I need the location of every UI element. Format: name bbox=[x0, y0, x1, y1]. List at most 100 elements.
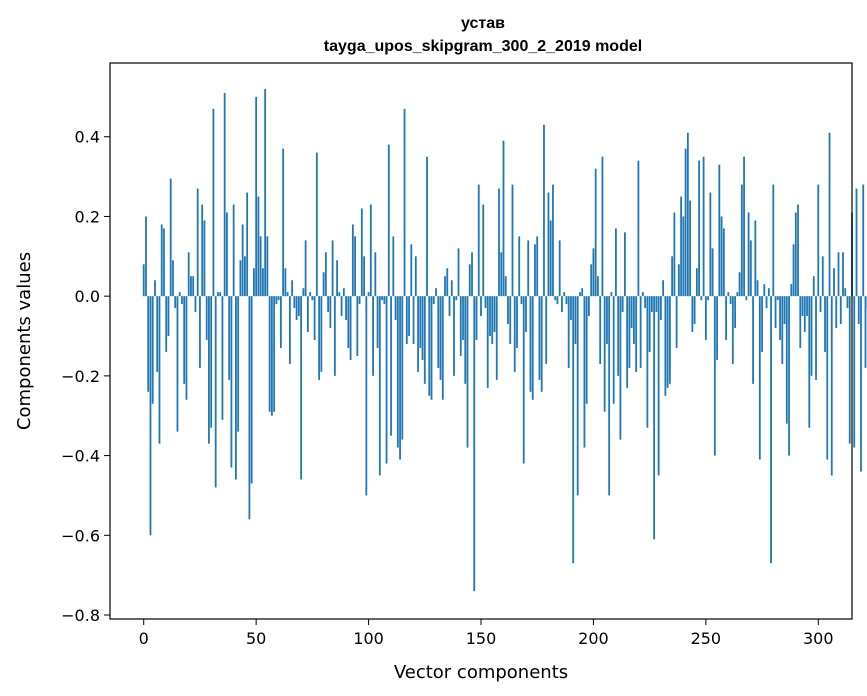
bar-279 bbox=[770, 296, 772, 564]
bar-196 bbox=[583, 296, 586, 448]
bar-206 bbox=[606, 296, 608, 344]
bar-299 bbox=[815, 296, 817, 380]
bar-178 bbox=[543, 124, 545, 297]
bar-261 bbox=[729, 296, 732, 305]
bar-11 bbox=[167, 296, 170, 337]
bar-229 bbox=[657, 296, 660, 476]
bar-278 bbox=[767, 288, 770, 297]
y-tick-label: −0.8 bbox=[61, 606, 100, 625]
bar-257 bbox=[720, 216, 723, 297]
bar-188 bbox=[565, 296, 568, 305]
bar-291 bbox=[797, 204, 799, 297]
bar-134 bbox=[444, 276, 446, 297]
bar-191 bbox=[572, 296, 575, 564]
bar-153 bbox=[486, 296, 489, 388]
bar-3 bbox=[149, 296, 152, 536]
bar-272 bbox=[754, 220, 757, 297]
bar-205 bbox=[603, 296, 606, 412]
bar-200 bbox=[592, 248, 595, 297]
y-axis-label: Components values bbox=[14, 252, 35, 430]
bar-307 bbox=[833, 268, 835, 297]
bar-189 bbox=[567, 296, 570, 368]
bar-173 bbox=[531, 296, 534, 400]
bar-302 bbox=[821, 256, 824, 297]
bar-311 bbox=[842, 252, 844, 297]
bar-115 bbox=[401, 296, 404, 440]
bar-258 bbox=[722, 228, 725, 297]
bar-13 bbox=[172, 260, 174, 297]
bar-176 bbox=[538, 296, 541, 380]
bar-54 bbox=[264, 88, 267, 297]
bar-148 bbox=[475, 296, 478, 340]
bar-303 bbox=[824, 296, 826, 352]
bar-300 bbox=[817, 184, 820, 297]
bar-27 bbox=[203, 220, 206, 297]
bar-156 bbox=[493, 296, 496, 333]
bar-12 bbox=[169, 178, 172, 297]
bar-277 bbox=[765, 296, 768, 309]
bar-108 bbox=[385, 296, 388, 464]
y-tick-label: −0.6 bbox=[61, 526, 100, 545]
bar-268 bbox=[745, 296, 748, 301]
bar-46 bbox=[246, 192, 249, 297]
bar-314 bbox=[848, 296, 851, 444]
bar-204 bbox=[601, 156, 604, 297]
bar-317 bbox=[855, 188, 858, 297]
bar-99 bbox=[365, 296, 368, 496]
bar-219 bbox=[635, 296, 638, 372]
bar-230 bbox=[659, 296, 662, 321]
bar-141 bbox=[459, 296, 462, 356]
bar-320 bbox=[862, 184, 865, 297]
bar-64 bbox=[286, 292, 289, 297]
bar-122 bbox=[417, 296, 419, 372]
bar-116 bbox=[403, 108, 406, 297]
bar-209 bbox=[612, 296, 615, 404]
bar-120 bbox=[412, 296, 415, 344]
bar-195 bbox=[581, 288, 584, 297]
bar-232 bbox=[664, 296, 667, 396]
bar-55 bbox=[266, 236, 269, 297]
bar-43 bbox=[239, 260, 242, 297]
bar-105 bbox=[378, 296, 381, 476]
bar-127 bbox=[428, 296, 431, 396]
bar-36 bbox=[223, 92, 226, 297]
bar-138 bbox=[453, 296, 455, 376]
bar-83 bbox=[329, 296, 332, 329]
bar-23 bbox=[194, 296, 197, 313]
bar-236 bbox=[673, 212, 676, 297]
bar-29 bbox=[208, 296, 210, 444]
bar-25 bbox=[199, 296, 201, 368]
bar-152 bbox=[484, 296, 487, 309]
x-tick-label: 0 bbox=[139, 629, 149, 648]
bar-69 bbox=[297, 296, 300, 317]
bar-274 bbox=[758, 296, 761, 460]
bar-5 bbox=[154, 280, 156, 297]
bar-107 bbox=[383, 296, 386, 305]
bar-183 bbox=[554, 296, 557, 301]
bar-293 bbox=[801, 296, 804, 317]
bar-295 bbox=[806, 296, 808, 317]
bar-298 bbox=[812, 276, 815, 297]
bar-142 bbox=[462, 296, 464, 340]
bar-139 bbox=[455, 296, 458, 301]
bar-228 bbox=[655, 296, 658, 313]
bar-79 bbox=[320, 296, 323, 372]
bar-95 bbox=[356, 296, 359, 356]
bar-240 bbox=[682, 216, 685, 297]
bar-194 bbox=[579, 292, 581, 297]
bar-111 bbox=[392, 236, 395, 297]
bar-184 bbox=[556, 296, 559, 305]
bar-8 bbox=[160, 224, 163, 297]
bar-117 bbox=[405, 296, 408, 344]
bar-4 bbox=[151, 296, 154, 404]
x-axis-ticks: 0 50 100 150 200 250 300 bbox=[139, 619, 834, 648]
bar-67 bbox=[293, 296, 296, 309]
bar-22 bbox=[192, 276, 195, 297]
bar-161 bbox=[504, 276, 507, 297]
bar-121 bbox=[414, 256, 417, 297]
x-tick-label: 50 bbox=[246, 629, 266, 648]
bar-182 bbox=[552, 184, 554, 297]
bar-245 bbox=[693, 296, 696, 325]
bar-91 bbox=[347, 296, 350, 348]
